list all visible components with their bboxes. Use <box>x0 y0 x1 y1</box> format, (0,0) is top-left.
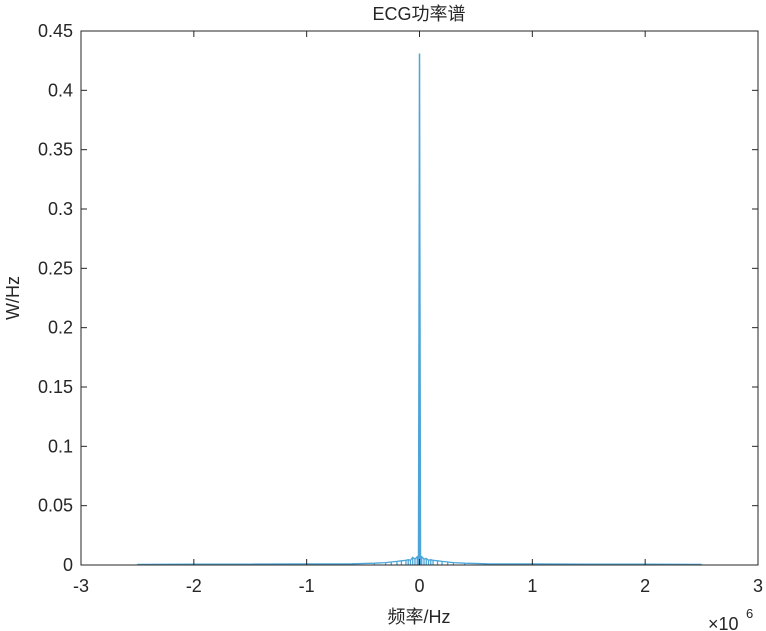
x-tick-label: -1 <box>299 576 315 596</box>
x-axis-exponent-label: ×10 6 <box>708 606 753 631</box>
x-axis-ticks: -3 -2 -1 0 1 2 3 <box>73 31 763 596</box>
y-tick-label: 0.1 <box>48 436 73 456</box>
y-tick-label: 0.45 <box>38 21 73 41</box>
y-tick-label: 0.05 <box>38 496 73 516</box>
y-axis-ticks: 0 0.05 0.1 0.15 0.2 0.25 0.3 0.35 0.4 0.45 <box>38 21 758 575</box>
y-axis-label: W/Hz <box>3 276 23 320</box>
x-tick-label: -2 <box>186 576 202 596</box>
x-axis-label: 频率/Hz <box>388 607 451 627</box>
y-tick-label: 0.25 <box>38 258 73 278</box>
y-tick-label: 0.2 <box>48 318 73 338</box>
x-tick-label: 1 <box>527 576 537 596</box>
plot-area <box>136 53 703 566</box>
y-tick-label: 0 <box>63 555 73 575</box>
x-axis-exponent: 6 <box>746 606 753 621</box>
chart-title: ECG功率谱 <box>372 4 465 24</box>
x-tick-label: 2 <box>640 576 650 596</box>
y-tick-label: 0.3 <box>48 199 73 219</box>
spectrum-series-line <box>137 53 702 566</box>
y-tick-label: 0.15 <box>38 377 73 397</box>
x-tick-label: 0 <box>414 576 424 596</box>
x-tick-label: 3 <box>753 576 763 596</box>
x-axis-multiplier: ×10 <box>708 614 739 631</box>
x-tick-label: -3 <box>73 576 89 596</box>
y-tick-label: 0.35 <box>38 140 73 160</box>
y-tick-label: 0.4 <box>48 80 73 100</box>
